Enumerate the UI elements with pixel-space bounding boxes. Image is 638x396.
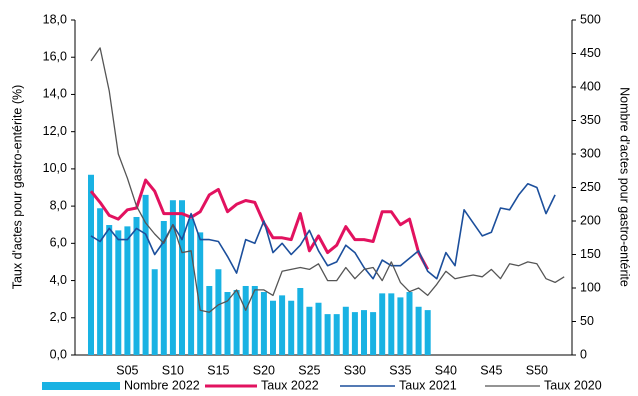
y2-tick-label: 450: [580, 46, 601, 60]
bar: [406, 292, 413, 355]
y2-tick-label: 350: [580, 113, 601, 127]
line: [89, 178, 430, 271]
y2-tick-label: 150: [580, 247, 601, 261]
bar: [142, 194, 149, 355]
bar: [233, 290, 240, 355]
bar: [415, 306, 422, 355]
y-axis-title: Taux d'actes pour gastro-entérite (%): [10, 85, 24, 290]
bar: [270, 300, 276, 355]
y-tick-label: 4,0: [50, 273, 67, 287]
bar: [106, 225, 113, 355]
y-tick-label: 2,0: [50, 310, 67, 324]
bar: [351, 312, 358, 355]
bar: [197, 232, 204, 355]
x-tick-label: S20: [253, 363, 275, 377]
x-tick-label: S10: [162, 363, 184, 377]
y2-tick-label: 250: [580, 180, 601, 194]
bar: [342, 306, 349, 355]
x-tick-label: S30: [344, 363, 366, 377]
y-tick-label: 14,0: [43, 87, 67, 101]
bar: [206, 285, 213, 355]
bar: [306, 306, 313, 355]
bar: [379, 293, 386, 355]
x-tick-label: S25: [298, 363, 320, 377]
bar: [370, 312, 377, 355]
bar: [179, 200, 185, 355]
x-tick-label: S35: [389, 363, 411, 377]
legend-label: Taux 2021: [399, 378, 457, 392]
bar: [424, 310, 431, 355]
bar: [97, 208, 104, 355]
bar: [169, 200, 176, 355]
y-tick-label: 16,0: [43, 50, 67, 64]
x-tick-label: S15: [207, 363, 229, 377]
y2-tick-label: 500: [580, 12, 601, 26]
bar: [115, 230, 122, 355]
legend-label: Taux 2022: [261, 378, 319, 392]
bar: [188, 218, 195, 355]
bar: [215, 269, 222, 355]
bar: [124, 226, 131, 355]
x-tick-label: S50: [526, 363, 548, 377]
bar: [297, 288, 304, 355]
y2-tick-label: 300: [580, 146, 601, 160]
line: [90, 183, 556, 280]
bar: [388, 293, 395, 355]
legend-label: Nombre 2022: [124, 378, 200, 392]
bar: [242, 285, 249, 355]
y-tick-label: 6,0: [50, 236, 67, 250]
line: [90, 47, 565, 313]
y-tick-label: 12,0: [43, 124, 67, 138]
y-tick-label: 10,0: [43, 161, 67, 175]
x-tick-label: S40: [435, 363, 457, 377]
bar: [279, 295, 286, 355]
x-tick-label: S05: [116, 363, 138, 377]
bar: [151, 269, 158, 355]
y-tick-label: 0,0: [50, 347, 67, 361]
bar: [397, 297, 404, 355]
bar: [288, 300, 295, 355]
bar: [251, 285, 258, 355]
y2-tick-label: 50: [580, 314, 594, 328]
legend-swatch: [42, 382, 120, 390]
y2-tick-label: 200: [580, 213, 601, 227]
y2-tick-label: 100: [580, 280, 601, 294]
bar: [88, 174, 94, 355]
bar: [224, 292, 231, 355]
bar: [160, 221, 167, 355]
y2-tick-label: 400: [580, 79, 601, 93]
y2-tick-label: 0: [580, 347, 587, 361]
legend-label: Taux 2020: [544, 378, 602, 392]
bar: [133, 216, 140, 355]
y-tick-label: 18,0: [43, 12, 67, 26]
y2-axis-title: Nombre d'actes pour gastro-entérite: [618, 87, 632, 287]
bar: [324, 314, 331, 355]
bar: [333, 314, 340, 355]
bar: [315, 302, 322, 355]
x-tick-label: S45: [480, 363, 502, 377]
bar: [361, 310, 367, 355]
y-tick-label: 8,0: [50, 198, 67, 212]
bar: [260, 292, 267, 355]
